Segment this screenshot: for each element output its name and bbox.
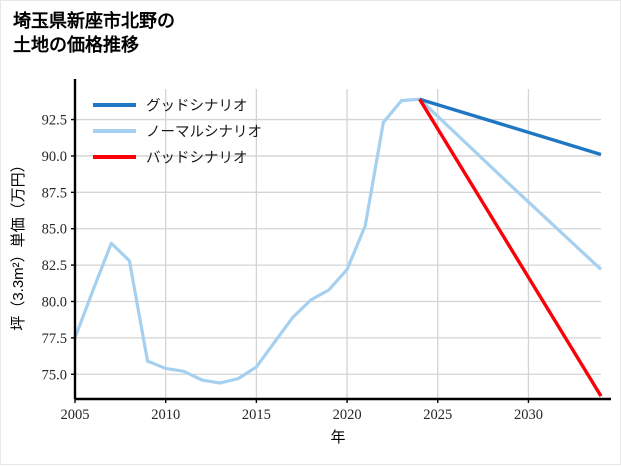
legend-label: バッドシナリオ: [146, 151, 248, 167]
axis-titles: 年 坪（3.3m²）単価（万円）: [10, 157, 346, 446]
x-axis-title: 年: [330, 429, 345, 446]
x-tick-label: 2025: [423, 407, 452, 423]
gridlines: [74, 89, 601, 399]
y-axis-title: 坪（3.3m²）単価（万円）: [10, 157, 27, 330]
series-line: [419, 97, 602, 157]
tick-labels: 75.0 77.5 80.0 82.5 85.0 87.5 90.0 92.5 2005 2010…: [42, 113, 543, 423]
y-tick-label: 75.0: [42, 367, 67, 383]
x-tick-label: 2015: [242, 407, 271, 423]
y-tick-label: 77.5: [42, 331, 67, 347]
x-tick-label: 2030: [514, 407, 543, 423]
axis-layer: [71, 79, 611, 403]
x-tick-label: 2005: [61, 407, 90, 423]
y-tick-label: 80.0: [42, 294, 67, 310]
x-tick-label: 2010: [151, 407, 180, 423]
y-tick-label: 92.5: [42, 113, 67, 129]
legend-label: ノーマルシナリオ: [146, 125, 262, 141]
series-line: [73, 97, 603, 385]
y-tick-label: 82.5: [42, 258, 67, 274]
y-tick-label: 87.5: [42, 185, 67, 201]
x-tick-label: 2020: [333, 407, 362, 423]
y-tick-label: 90.0: [42, 149, 67, 165]
series-line: [418, 98, 603, 397]
page-title: 埼玉県新座市北野の 土地の価格推移: [13, 11, 175, 56]
y-tick-label: 85.0: [42, 222, 67, 238]
legend-label: グッドシナリオ: [146, 98, 248, 115]
data-series-layer: [73, 97, 603, 397]
